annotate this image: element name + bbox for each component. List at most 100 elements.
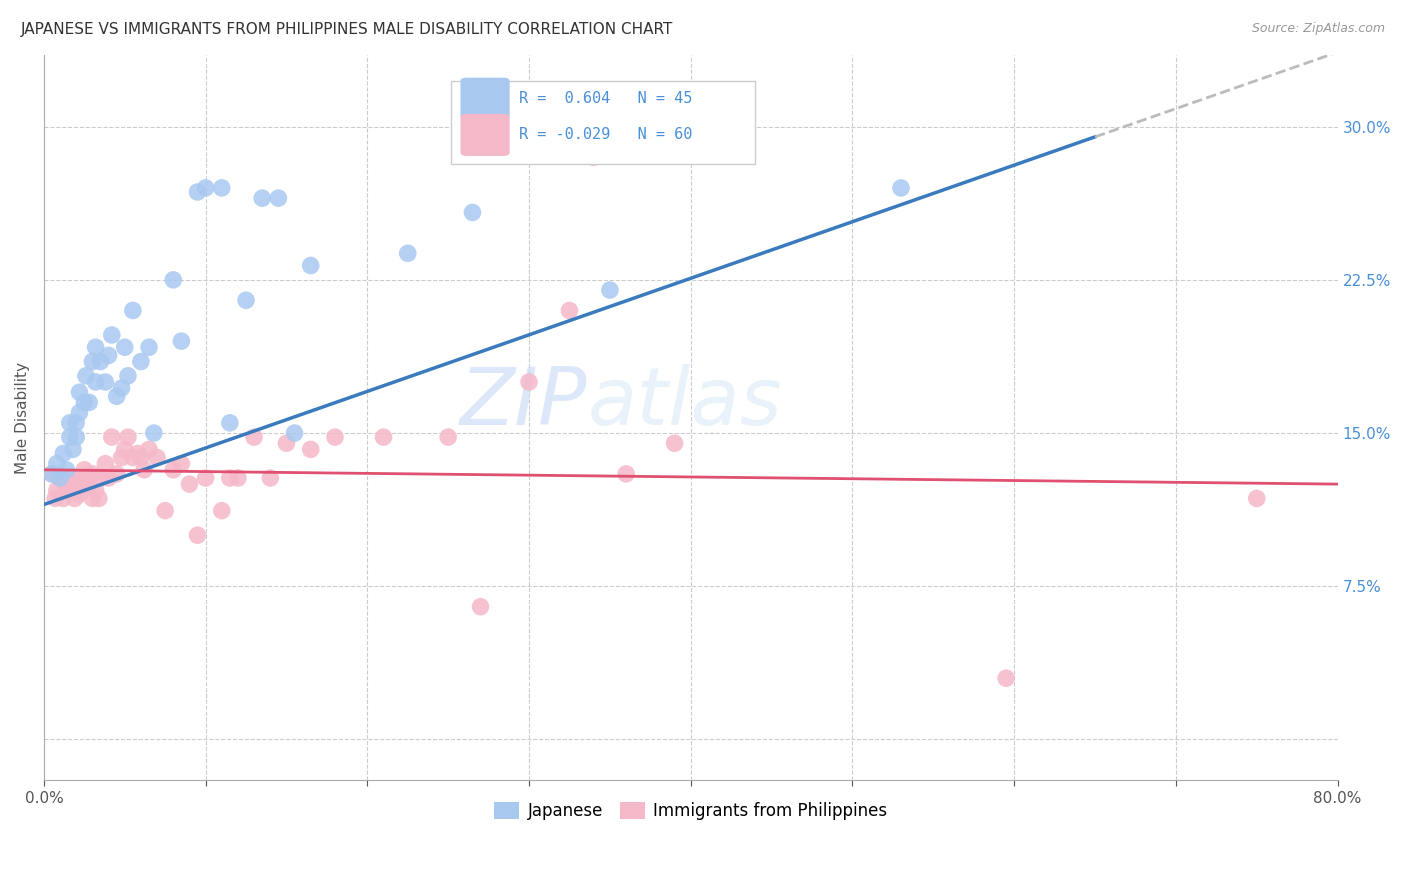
Point: [121, 303, 143, 318]
FancyBboxPatch shape: [451, 80, 755, 164]
Point: [101, 430, 124, 444]
Point: [73, 463, 96, 477]
Point: [599, 283, 621, 297]
Point: [82, 491, 104, 506]
Point: [41, 467, 63, 481]
Point: [114, 340, 136, 354]
Point: [44, 491, 66, 506]
Text: R = -0.029   N = 60: R = -0.029 N = 60: [519, 128, 692, 143]
Point: [179, 477, 201, 491]
Point: [84, 375, 107, 389]
Point: [299, 259, 322, 273]
Point: [170, 334, 193, 348]
Point: [461, 205, 484, 219]
Point: [259, 471, 281, 485]
Point: [142, 425, 165, 440]
Point: [53, 477, 76, 491]
Point: [69, 385, 91, 400]
Point: [101, 328, 124, 343]
Point: [105, 467, 128, 481]
Point: [226, 471, 249, 485]
Point: [59, 416, 82, 430]
Point: [65, 477, 87, 491]
Point: [614, 467, 637, 481]
Point: [97, 471, 120, 485]
Point: [110, 450, 132, 465]
Point: [45, 457, 67, 471]
Point: [267, 191, 290, 205]
Point: [97, 348, 120, 362]
Point: [84, 340, 107, 354]
Point: [60, 483, 83, 498]
Point: [250, 191, 273, 205]
Point: [45, 483, 67, 498]
Point: [59, 430, 82, 444]
Point: [211, 503, 233, 517]
Point: [69, 406, 91, 420]
Point: [41, 467, 63, 481]
Point: [66, 483, 89, 498]
Point: [121, 450, 143, 465]
Point: [211, 181, 233, 195]
Point: [186, 185, 208, 199]
Point: [995, 671, 1018, 685]
Text: JAPANESE VS IMMIGRANTS FROM PHILIPPINES MALE DISABILITY CORRELATION CHART: JAPANESE VS IMMIGRANTS FROM PHILIPPINES …: [21, 22, 673, 37]
Legend: Japanese, Immigrants from Philippines: Japanese, Immigrants from Philippines: [488, 795, 894, 826]
Point: [129, 354, 152, 368]
Point: [323, 430, 346, 444]
Y-axis label: Male Disability: Male Disability: [15, 362, 30, 474]
Point: [162, 463, 184, 477]
Point: [299, 442, 322, 457]
Point: [890, 181, 912, 195]
Point: [129, 450, 152, 465]
Point: [75, 368, 97, 383]
Point: [162, 273, 184, 287]
Point: [117, 368, 139, 383]
Point: [470, 599, 492, 614]
Point: [114, 442, 136, 457]
Point: [77, 395, 100, 409]
Point: [194, 181, 217, 195]
Point: [153, 503, 176, 517]
Point: [49, 471, 72, 485]
Point: [82, 467, 104, 481]
Point: [52, 446, 75, 460]
Point: [437, 430, 460, 444]
Point: [105, 389, 128, 403]
Point: [62, 442, 84, 457]
Text: Source: ZipAtlas.com: Source: ZipAtlas.com: [1251, 22, 1385, 36]
Point: [558, 303, 581, 318]
Point: [94, 375, 117, 389]
Point: [218, 416, 240, 430]
Point: [65, 416, 87, 430]
Point: [65, 430, 87, 444]
Point: [89, 354, 111, 368]
Point: [396, 246, 419, 260]
Point: [243, 430, 266, 444]
Point: [170, 457, 193, 471]
FancyBboxPatch shape: [461, 78, 509, 120]
Point: [56, 471, 79, 485]
Text: ZIP: ZIP: [460, 364, 588, 442]
Point: [94, 457, 117, 471]
Text: atlas: atlas: [588, 364, 782, 442]
Point: [235, 293, 257, 308]
Point: [194, 471, 217, 485]
Point: [283, 425, 305, 440]
Point: [186, 528, 208, 542]
Point: [127, 446, 149, 460]
Point: [138, 442, 160, 457]
Point: [218, 471, 240, 485]
Point: [84, 483, 107, 498]
Point: [517, 375, 540, 389]
Point: [70, 477, 93, 491]
Point: [55, 463, 77, 477]
FancyBboxPatch shape: [461, 114, 509, 156]
Point: [373, 430, 395, 444]
Point: [1246, 491, 1268, 506]
Text: R =  0.604   N = 45: R = 0.604 N = 45: [519, 91, 692, 106]
Point: [63, 491, 86, 506]
Point: [69, 487, 91, 501]
Point: [87, 491, 110, 506]
Point: [62, 471, 84, 485]
